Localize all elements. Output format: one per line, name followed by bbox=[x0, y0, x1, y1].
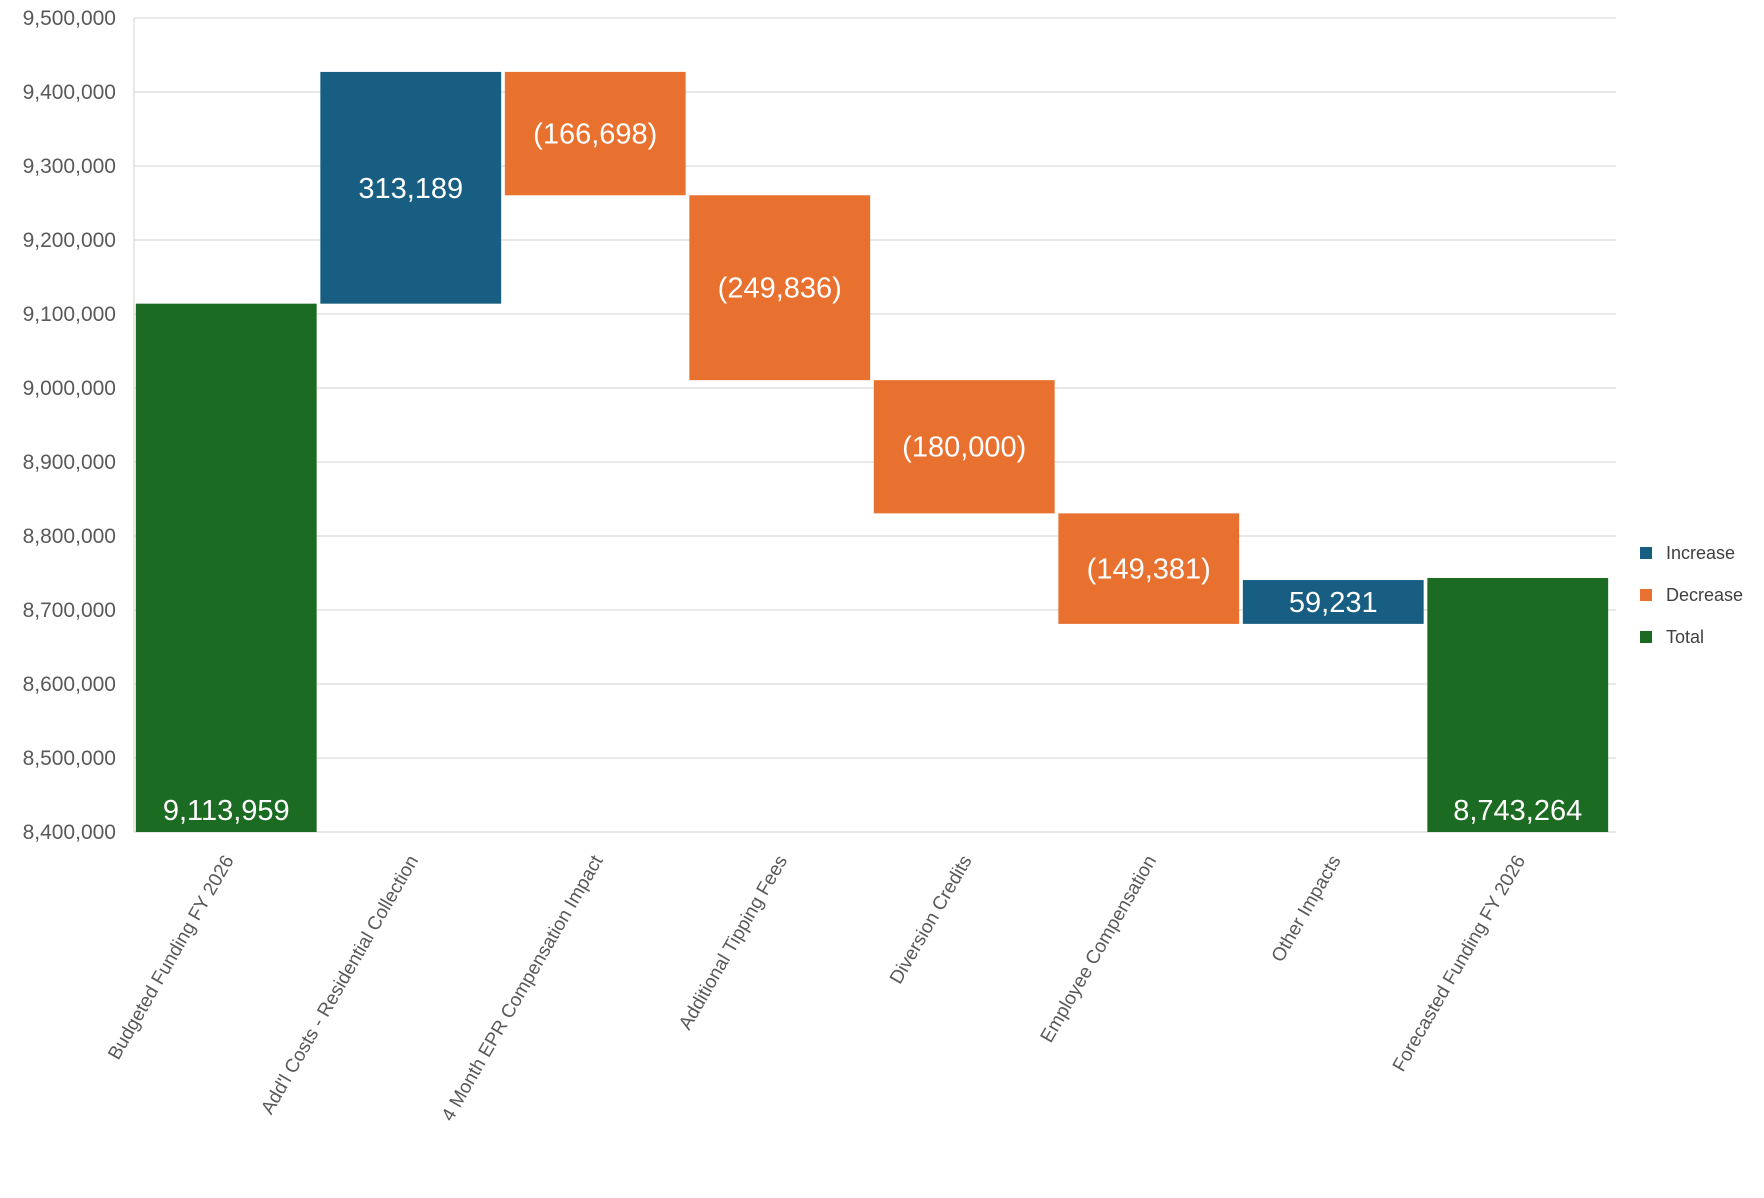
legend-swatch-decrease bbox=[1640, 589, 1652, 601]
x-tick-label: Other Impacts bbox=[1268, 852, 1346, 966]
x-tick-label: Forecasted Funding FY 2026 bbox=[1389, 852, 1530, 1075]
legend-item-increase: Increase bbox=[1640, 532, 1743, 574]
y-axis-tick-labels: 8,400,000 8,500,000 8,600,000 8,700,000 8,80… bbox=[23, 7, 116, 844]
bars bbox=[135, 71, 1609, 832]
y-tick-label: 9,200,000 bbox=[23, 229, 116, 252]
data-label: (249,836) bbox=[718, 273, 842, 305]
y-tick-label: 9,000,000 bbox=[23, 377, 116, 400]
data-label: (149,381) bbox=[1087, 554, 1211, 586]
y-tick-label: 9,400,000 bbox=[23, 81, 116, 104]
y-tick-label: 8,900,000 bbox=[23, 451, 116, 474]
bar bbox=[1058, 513, 1240, 624]
data-label: (180,000) bbox=[902, 432, 1026, 464]
data-label: (166,698) bbox=[533, 119, 657, 151]
x-tick-label: Add'l Costs - Residential Collection bbox=[257, 852, 423, 1118]
x-tick-label: Additional Tipping Fees bbox=[675, 852, 792, 1034]
y-tick-label: 8,400,000 bbox=[23, 821, 116, 844]
bar bbox=[873, 380, 1055, 514]
x-tick-label: Employee Compensation bbox=[1037, 852, 1161, 1046]
data-labels: 9,113,959 313,189 (166,698) (249,836) (180,0… bbox=[163, 119, 1582, 827]
legend-item-decrease: Decrease bbox=[1640, 574, 1743, 616]
bar bbox=[320, 71, 502, 304]
legend-label-decrease: Decrease bbox=[1666, 584, 1744, 605]
bar bbox=[1242, 580, 1424, 624]
x-tick-label: Diversion Credits bbox=[886, 852, 977, 988]
legend-label-total: Total bbox=[1666, 626, 1705, 647]
legend-item-total: Total bbox=[1640, 616, 1743, 658]
data-label: 313,189 bbox=[358, 173, 463, 205]
x-tick-label: 4 Month EPR Compensation Impact bbox=[438, 851, 608, 1125]
y-tick-label: 9,300,000 bbox=[23, 155, 116, 178]
x-tick-label: Budgeted Funding FY 2026 bbox=[104, 852, 238, 1063]
legend-swatch-increase bbox=[1640, 547, 1652, 559]
data-label: 59,231 bbox=[1289, 587, 1378, 619]
y-tick-label: 9,500,000 bbox=[23, 7, 116, 30]
bar bbox=[135, 303, 317, 832]
bar bbox=[504, 71, 686, 196]
x-axis-tick-labels: Budgeted Funding FY 2026 Add'l Costs - Re… bbox=[104, 851, 1530, 1125]
bar bbox=[1427, 577, 1609, 832]
legend: Increase Decrease Total bbox=[1640, 532, 1743, 658]
y-tick-label: 8,800,000 bbox=[23, 525, 116, 548]
bar bbox=[689, 195, 871, 381]
y-tick-label: 9,100,000 bbox=[23, 303, 116, 326]
data-label: 8,743,264 bbox=[1453, 795, 1582, 827]
legend-swatch-total bbox=[1640, 631, 1652, 643]
y-tick-label: 8,500,000 bbox=[23, 747, 116, 770]
legend-label-increase: Increase bbox=[1666, 542, 1736, 563]
y-tick-label: 8,600,000 bbox=[23, 673, 116, 696]
y-tick-label: 8,700,000 bbox=[23, 599, 116, 622]
data-label: 9,113,959 bbox=[163, 795, 290, 827]
